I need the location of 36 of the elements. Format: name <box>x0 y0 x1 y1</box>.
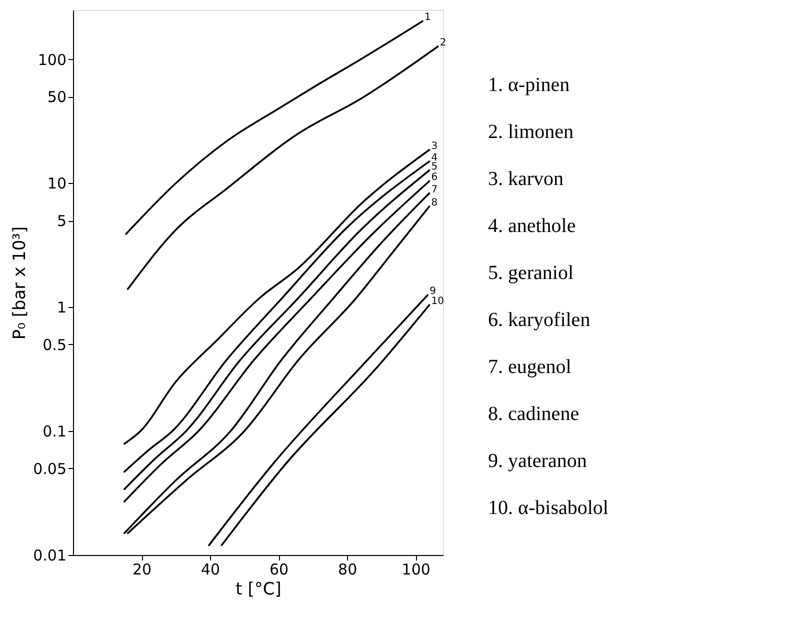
y-tick-label: 1 <box>56 298 66 317</box>
annotation: 3 <box>431 140 438 152</box>
text: 8. cadinene <box>488 403 580 425</box>
y-tick-label: 10 <box>47 174 66 193</box>
annotation: 8 <box>431 197 438 208</box>
text: 10. α-bisabolol <box>488 497 609 519</box>
y-tick-label: 0.1 <box>42 422 66 441</box>
annotation: 5 <box>431 161 438 172</box>
annotation: 9 <box>430 286 436 298</box>
text: 9. yateranon <box>488 450 587 472</box>
text: 1. α-pinen <box>488 74 570 96</box>
y-tick-label: 100 <box>38 50 66 69</box>
annotation: 4 <box>431 152 438 164</box>
text: 2. limonen <box>488 121 574 143</box>
annotation: 6 <box>431 172 438 184</box>
y-tick-label: 50 <box>47 88 66 106</box>
y-tick-label: 0.5 <box>42 336 66 354</box>
x-tick-label: 100 <box>402 560 430 578</box>
text: 4. anethole <box>488 215 576 237</box>
text: 6. karyofilen <box>488 309 590 331</box>
annotation: 1 <box>424 12 431 24</box>
annotation: 7 <box>431 184 438 196</box>
y-tick-label: 0.01 <box>33 546 66 564</box>
x-tick-label: 80 <box>338 560 358 578</box>
x-tick-label: 20 <box>132 560 152 578</box>
x-axis-title: t [°C] <box>236 580 282 600</box>
text: 5. geraniol <box>488 262 574 284</box>
annotation: 2 <box>440 37 446 48</box>
annotation: 10 <box>431 296 444 308</box>
text: 3. karvon <box>488 168 564 190</box>
y-tick-label: 5 <box>56 212 66 230</box>
y-tick-label: 0.05 <box>33 460 66 478</box>
y-axis-title: P₀ [bar x 10³] <box>10 226 30 340</box>
x-tick-label: 40 <box>200 560 220 578</box>
x-tick-label: 60 <box>270 560 289 578</box>
text: 7. eugenol <box>488 356 572 378</box>
